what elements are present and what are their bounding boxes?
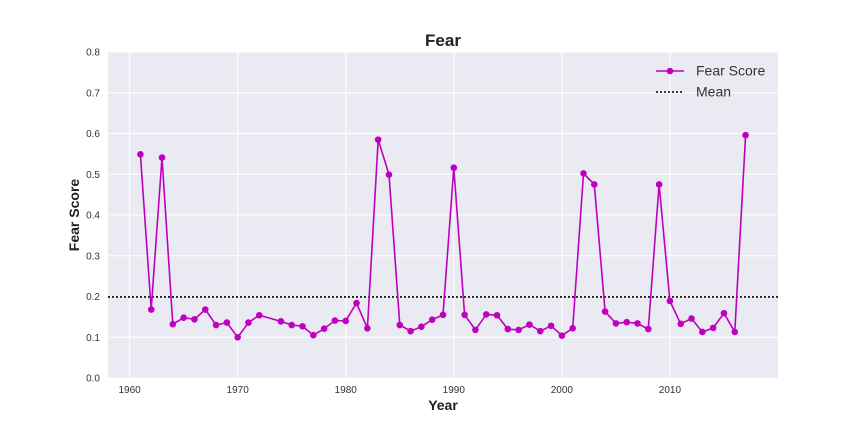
data-point — [666, 297, 674, 305]
data-point — [331, 317, 339, 324]
data-point — [374, 136, 382, 143]
data-point — [601, 308, 609, 315]
data-point — [158, 154, 166, 161]
data-point — [569, 324, 576, 332]
data-point — [396, 321, 404, 329]
legend-mean-label: Mean — [696, 84, 731, 100]
data-point — [353, 299, 360, 307]
data-point — [385, 171, 393, 178]
x-tick-label: 1970 — [227, 385, 250, 396]
data-point — [677, 320, 685, 328]
data-point — [461, 311, 468, 319]
data-point — [590, 181, 598, 188]
data-point — [623, 318, 631, 326]
legend-fear-score-marker — [666, 67, 674, 75]
x-tick-label: 1990 — [443, 385, 466, 396]
chart-title: Fear — [425, 31, 461, 50]
y-tick-label: 0.1 — [86, 333, 100, 344]
x-tick-label: 1980 — [335, 385, 358, 396]
y-axis-label: Fear Score — [66, 179, 82, 252]
data-point — [180, 314, 187, 321]
data-point — [655, 181, 663, 188]
data-point — [504, 325, 512, 333]
data-point — [342, 317, 350, 325]
data-point — [364, 324, 371, 332]
data-point — [450, 164, 458, 172]
data-point — [634, 320, 641, 327]
data-point — [580, 170, 587, 177]
data-point — [709, 324, 717, 332]
data-point — [699, 328, 706, 336]
data-point — [547, 322, 555, 330]
fear-score-series — [137, 131, 749, 341]
data-point — [277, 318, 285, 325]
x-tick-label: 2010 — [659, 385, 682, 396]
data-point — [310, 331, 317, 339]
x-axis-ticks: 1960 1970 1980 1990 2000 2010 — [118, 385, 681, 396]
data-point — [147, 306, 155, 313]
data-point — [439, 311, 447, 319]
data-point — [558, 332, 566, 339]
data-point — [742, 131, 749, 139]
data-point — [299, 322, 306, 330]
data-point — [223, 319, 231, 326]
data-point — [137, 150, 144, 158]
y-tick-label: 0.3 — [86, 251, 100, 262]
y-tick-label: 0.2 — [86, 292, 100, 303]
x-axis-label: Year — [428, 397, 458, 413]
data-point — [407, 327, 414, 335]
data-point — [645, 325, 652, 333]
data-point — [428, 316, 436, 324]
legend: Fear Score Mean — [656, 63, 765, 100]
data-point — [720, 309, 728, 317]
y-tick-label: 0.4 — [86, 211, 100, 222]
data-point — [255, 311, 263, 319]
data-point — [688, 315, 695, 322]
data-point — [245, 319, 252, 326]
x-tick-label: 2000 — [551, 385, 574, 396]
data-point — [288, 321, 296, 329]
data-point — [493, 311, 501, 319]
y-tick-label: 0.6 — [86, 129, 100, 140]
data-point — [191, 316, 198, 323]
grid — [108, 51, 778, 379]
y-tick-label: 0.7 — [86, 88, 100, 99]
data-point — [169, 320, 177, 328]
x-tick-label: 1960 — [118, 385, 141, 396]
data-point — [536, 327, 544, 335]
data-point — [472, 326, 479, 334]
data-point — [234, 333, 241, 341]
data-point — [515, 326, 522, 334]
legend-fear-score-label: Fear Score — [696, 63, 765, 79]
data-point — [201, 306, 209, 313]
data-point — [612, 320, 620, 327]
y-tick-label: 0.5 — [86, 170, 100, 181]
data-point — [526, 321, 533, 328]
y-tick-label: 0.8 — [86, 48, 100, 59]
y-axis-ticks: 0.0 0.1 0.2 0.3 0.4 0.5 0.6 0.7 0.8 — [86, 48, 100, 385]
data-point — [418, 323, 425, 330]
data-point — [482, 311, 490, 318]
y-tick-label: 0.0 — [86, 374, 100, 385]
data-point — [731, 328, 739, 336]
data-point — [212, 321, 220, 329]
data-point — [320, 325, 328, 332]
